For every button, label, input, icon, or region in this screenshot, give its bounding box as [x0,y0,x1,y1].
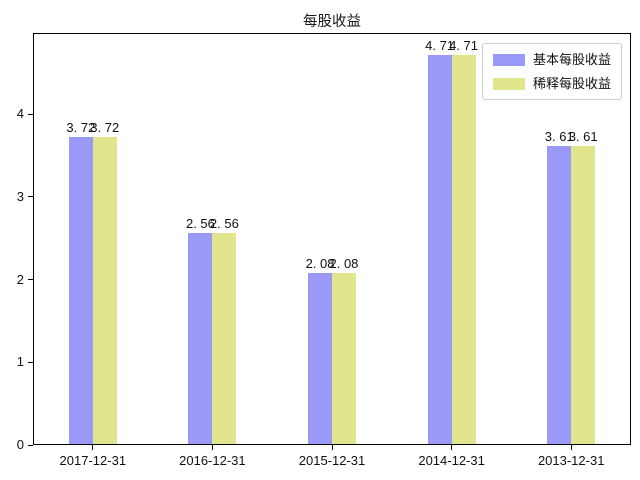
legend-swatch [493,77,525,90]
y-tick-mark [28,361,33,363]
legend-label: 基本每股收益 [533,52,612,67]
bar-value-label: 2. 08 [329,255,359,271]
x-tick-mark [451,445,453,450]
bar-value-label: 4. 71 [449,38,478,54]
bar-value-label: 3. 72 [90,120,120,136]
bar-value-label: 2. 56 [185,216,215,232]
bar-basic-eps [188,233,213,445]
x-tick-label: 2017-12-31 [59,453,127,468]
chart-title: 每股收益 [303,14,361,30]
bar-basic-eps [427,55,452,445]
legend-item-basic: 基本每股收益 [493,52,611,67]
bar-value-label: 3. 61 [568,129,598,145]
bar-value-label: 3. 61 [544,129,574,145]
y-tick-label: 1 [16,354,24,370]
bar-value-label: 2. 08 [305,255,335,271]
bar-value-label: 2. 56 [209,216,239,232]
x-tick-label: 2015-12-31 [298,453,366,468]
y-tick-label: 0 [16,437,24,452]
x-tick-mark [92,445,94,450]
bar-diluted-eps [571,146,596,445]
legend-item-diluted: 稀释每股收益 [493,76,611,91]
x-tick-mark [331,445,333,450]
bar-basic-eps [308,272,332,445]
legend-label: 稀释每股收益 [533,76,612,91]
bar-diluted-eps [212,233,237,445]
y-tick-label: 3 [16,188,24,204]
x-tick-mark [570,445,572,450]
bar-value-label: 3. 72 [66,120,96,136]
y-tick-mark [28,196,33,198]
bar-diluted-eps [332,272,356,445]
x-tick-label: 2016-12-31 [179,453,246,468]
legend-swatch [493,53,525,66]
x-tick-label: 2014-12-31 [418,453,485,468]
legend: 基本每股收益 稀释每股收益 [482,43,623,100]
y-tick-mark [28,279,33,281]
x-tick-mark [211,445,213,450]
bar-diluted-eps [92,137,117,445]
bar-value-label: 4. 71 [425,38,455,54]
y-tick-mark [28,113,33,115]
y-tick-label: 4 [16,106,24,122]
y-tick-mark [28,444,33,446]
x-tick-label: 2013-12-31 [537,453,605,468]
bar-basic-eps [547,146,572,445]
bar-diluted-eps [451,55,476,445]
bar-basic-eps [68,137,93,445]
y-tick-label: 2 [16,271,24,287]
